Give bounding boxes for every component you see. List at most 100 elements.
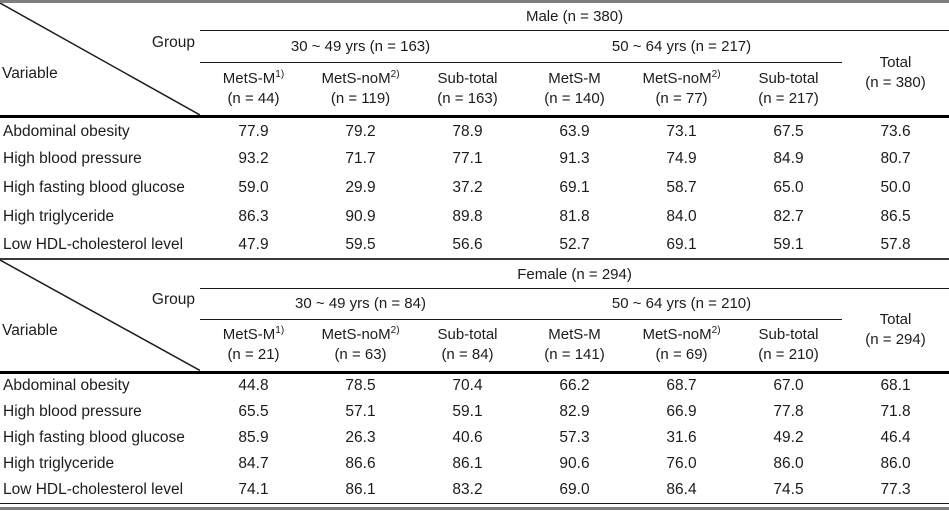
value-cell: 67.0 xyxy=(773,377,804,395)
variable-cell: High triglyceride xyxy=(3,207,115,225)
column-header: MetS-M (n = 141) xyxy=(521,319,628,374)
value-cell: 59.5 xyxy=(345,235,376,253)
value-cell: 57.1 xyxy=(345,402,376,420)
value-cell: 26.3 xyxy=(345,428,376,446)
value-cell: 69.1 xyxy=(666,235,697,253)
value-cell: 68.7 xyxy=(666,377,697,395)
table-row: High triglyceride 86.3 90.9 89.8 81.8 84.0 82.… xyxy=(0,202,949,231)
value-cell: 78.5 xyxy=(345,377,376,395)
value-cell: 86.5 xyxy=(880,207,911,225)
footnote-superscript: 1) xyxy=(275,325,285,337)
value-cell: 65.0 xyxy=(773,178,804,196)
value-cell: 79.2 xyxy=(345,122,376,140)
value-cell: 85.9 xyxy=(238,428,269,446)
value-cell: 73.6 xyxy=(880,122,911,140)
value-cell: 46.4 xyxy=(880,428,911,446)
value-cell: 84.9 xyxy=(773,150,804,168)
value-cell: 82.9 xyxy=(559,402,590,420)
column-header-n: (n = 63) xyxy=(334,346,387,364)
value-cell: 49.2 xyxy=(773,428,804,446)
column-header: MetS-M (n = 140) xyxy=(521,62,628,118)
variable-cell: High blood pressure xyxy=(3,402,142,420)
total-column-header: Total (n = 294) xyxy=(842,288,949,374)
value-cell: 81.8 xyxy=(559,207,590,225)
value-cell: 47.9 xyxy=(238,235,269,253)
variable-cell: Low HDL-cholesterol level xyxy=(3,481,184,499)
variable-cell: High fasting blood glucose xyxy=(3,178,185,196)
column-header-label: Sub-total xyxy=(758,326,819,344)
table-row: High triglyceride 84.7 86.6 86.1 90.6 76.0 86.… xyxy=(0,451,949,477)
footnote-superscript: 2) xyxy=(390,325,400,337)
value-cell: 58.7 xyxy=(666,178,697,196)
value-cell: 59.1 xyxy=(773,235,804,253)
variable-cell: Abdominal obesity xyxy=(3,122,130,140)
value-cell: 69.0 xyxy=(559,481,590,499)
value-cell: 57.3 xyxy=(559,428,590,446)
table-row: High blood pressure 93.2 71.7 77.1 91.3 74.9 8… xyxy=(0,145,949,174)
column-header-n: (n = 140) xyxy=(544,90,605,107)
column-header-label: MetS-noM xyxy=(642,70,712,87)
variable-cell: High blood pressure xyxy=(3,150,142,168)
footnote-superscript: 2) xyxy=(390,69,400,80)
value-cell: 77.3 xyxy=(880,481,911,499)
corner-cell-male: Group Variable xyxy=(0,1,200,118)
value-cell: 90.9 xyxy=(345,207,376,225)
value-cell: 40.6 xyxy=(452,428,483,446)
age-group-header: 30 ~ 49 yrs (n = 163) xyxy=(200,30,521,63)
value-cell: 73.1 xyxy=(666,122,697,140)
value-cell: 66.9 xyxy=(666,402,697,420)
table-row: Low HDL-cholesterol level 74.1 86.1 83.2 69.… xyxy=(0,477,949,503)
variable-cell: Abdominal obesity xyxy=(3,377,130,395)
value-cell: 71.7 xyxy=(345,150,376,168)
value-cell: 59.1 xyxy=(452,402,483,420)
variable-cell: High fasting blood glucose xyxy=(3,428,185,446)
footnote-superscript: 1) xyxy=(275,69,285,80)
column-header: MetS-M1) (n = 21) xyxy=(200,319,307,374)
value-cell: 65.5 xyxy=(238,402,269,420)
group-label: Group xyxy=(151,34,195,51)
value-cell: 83.2 xyxy=(452,481,483,499)
value-cell: 59.0 xyxy=(238,178,269,196)
column-header-label: MetS-M xyxy=(548,70,601,87)
value-cell: 69.1 xyxy=(559,178,590,196)
value-cell: 37.2 xyxy=(452,178,483,196)
value-cell: 77.9 xyxy=(238,122,269,140)
column-header-label: MetS-M xyxy=(222,326,276,344)
age-group-header: 50 ~ 64 yrs (n = 210) xyxy=(521,288,842,320)
column-header: MetS-noM2) (n = 119) xyxy=(307,62,414,118)
gender-header-female: Female (n = 294) xyxy=(200,260,949,289)
diagonal-line xyxy=(0,260,200,371)
column-header: MetS-M1) (n = 44) xyxy=(200,62,307,118)
female-table: Group Variable Female (n = 294) 30 ~ 49 … xyxy=(0,260,949,504)
column-header: MetS-noM2) (n = 77) xyxy=(628,62,735,118)
column-header: Sub-total (n = 163) xyxy=(414,62,521,118)
column-header: Sub-total (n = 210) xyxy=(735,319,842,374)
variable-label: Variable xyxy=(2,322,58,340)
value-cell: 29.9 xyxy=(345,178,376,196)
column-header-n: (n = 217) xyxy=(758,90,819,107)
table-row: Low HDL-cholesterol level 47.9 59.5 56.6 52.… xyxy=(0,231,949,260)
table-row: Abdominal obesity 44.8 78.5 70.4 66.2 68.7 67.… xyxy=(0,372,949,398)
column-header-label: MetS-noM xyxy=(642,326,712,344)
value-cell: 74.1 xyxy=(238,481,269,499)
diagonal-line xyxy=(0,3,200,115)
value-cell: 56.6 xyxy=(452,235,483,253)
value-cell: 80.7 xyxy=(880,150,911,168)
male-table: Group Variable Male (n = 380) 30 ~ 49 yr… xyxy=(0,0,949,261)
value-cell: 90.6 xyxy=(559,455,590,473)
corner-cell-female: Group Variable xyxy=(0,260,200,374)
value-cell: 86.4 xyxy=(666,481,697,499)
column-header-n: (n = 84) xyxy=(441,346,494,364)
value-cell: 86.0 xyxy=(880,455,911,473)
footnote-superscript: 2) xyxy=(711,69,721,80)
value-cell: 71.8 xyxy=(880,402,911,420)
variable-cell: Low HDL-cholesterol level xyxy=(3,235,184,253)
value-cell: 74.5 xyxy=(773,481,804,499)
age-group-header: 30 ~ 49 yrs (n = 84) xyxy=(200,288,521,320)
column-header-n: (n = 163) xyxy=(437,90,498,107)
value-cell: 76.0 xyxy=(666,455,697,473)
column-header-n: (n = 141) xyxy=(544,346,605,364)
value-cell: 66.2 xyxy=(559,377,590,395)
value-cell: 77.1 xyxy=(452,150,483,168)
